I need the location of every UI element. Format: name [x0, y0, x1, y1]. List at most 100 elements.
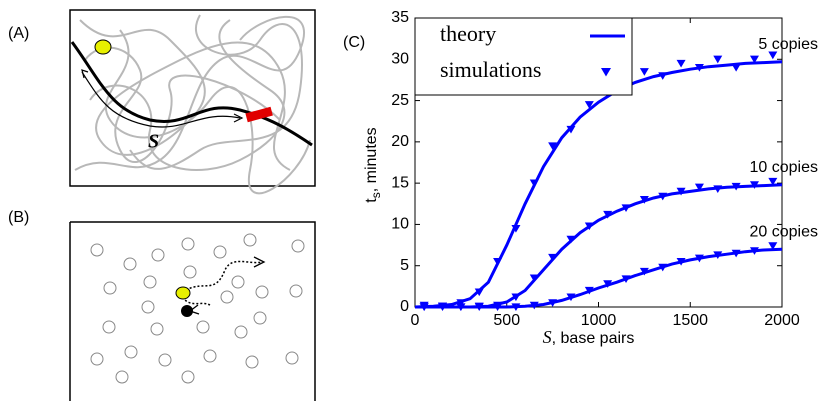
simulation-marker — [548, 253, 558, 262]
simulation-marker — [456, 303, 466, 312]
simulation-marker — [584, 222, 594, 231]
simulation-marker — [694, 183, 704, 192]
simulation-marker — [511, 303, 521, 312]
x-tick-label: 2000 — [764, 312, 800, 329]
simulation-marker — [658, 72, 668, 80]
simulation-marker — [749, 181, 759, 189]
simulation-marker — [639, 267, 649, 276]
arrow-head — [188, 256, 266, 315]
simulation-marker — [676, 257, 686, 266]
x-tick-label: 0 — [411, 312, 420, 329]
simulation-marker — [713, 55, 723, 64]
simulation-marker — [658, 192, 668, 201]
protein — [94, 39, 112, 55]
simulation-marker — [456, 299, 466, 307]
simulation-marker — [493, 257, 503, 266]
simulation-marker — [731, 63, 741, 72]
y-axis-sub: s — [369, 192, 383, 198]
simulation-marker — [658, 263, 668, 272]
simulation-marker — [419, 303, 429, 312]
trajectory — [185, 260, 263, 291]
s-label: S — [148, 131, 159, 153]
series-label: 20 copies — [750, 223, 819, 240]
legend-box — [414, 17, 633, 96]
simulation-marker — [511, 224, 521, 233]
series-label: 10 copies — [750, 159, 819, 176]
x-tick-label: 1000 — [581, 312, 617, 329]
theory-line — [414, 60, 783, 309]
simulation-marker — [731, 182, 741, 191]
panel-label: (A) — [8, 25, 29, 42]
y-tick-label: 0 — [400, 298, 409, 315]
y-tick-label: 20 — [391, 133, 409, 150]
y-tick-label: 25 — [391, 92, 409, 109]
frame — [69, 221, 316, 401]
panel-label: (B) — [8, 209, 29, 226]
simulation-marker — [731, 249, 741, 258]
simulation-marker — [438, 303, 448, 312]
simulation-marker — [529, 301, 539, 310]
legend-marker — [601, 68, 611, 77]
simulation-marker — [749, 55, 759, 64]
simulation-marker — [713, 251, 723, 260]
chart: 0 500 1000 1500 2000 0 5 10 15 20 25 30 35 S, base pa… — [363, 9, 818, 347]
legend-label: theory — [440, 21, 496, 46]
simulation-marker — [566, 125, 576, 134]
y-tick-label: 15 — [391, 174, 409, 191]
simulation-marker — [676, 187, 686, 196]
y-tick-label: 5 — [400, 257, 409, 274]
simulation-marker — [768, 51, 778, 60]
simulation-marker — [493, 303, 503, 312]
y-tick-label: 10 — [391, 216, 409, 233]
simulation-marker — [474, 302, 484, 311]
x-axis-label: S, base pairs — [543, 327, 635, 347]
legend-label: simulations — [440, 57, 541, 82]
simulation-marker — [584, 286, 594, 295]
simulation-marker — [529, 274, 539, 283]
protein — [175, 286, 191, 300]
x-tick-label: 1500 — [672, 312, 708, 329]
y-tick-label: 35 — [391, 9, 409, 26]
diagram-a: S — [69, 9, 316, 195]
simulation-marker — [548, 299, 558, 307]
simulation-marker — [584, 101, 594, 109]
simulation-marker — [529, 179, 539, 188]
simulation-marker — [621, 204, 631, 212]
arrow-head — [81, 69, 244, 123]
simulation-marker — [676, 59, 686, 68]
simulation-marker — [639, 196, 649, 204]
obstacles — [90, 233, 305, 384]
simulation-marker — [768, 177, 778, 186]
simulation-marker — [713, 185, 723, 193]
protein-bound — [181, 305, 193, 317]
dna-path — [70, 41, 313, 147]
simulation-marker — [474, 288, 484, 297]
y-axis-text: , minutes — [363, 127, 380, 192]
x-axis-var: S — [543, 327, 552, 347]
simulation-marker — [749, 247, 759, 255]
y-axis-label: ts, minutes — [363, 127, 383, 202]
simulation-marker — [566, 235, 576, 244]
target-site — [245, 106, 273, 123]
series-label: 5 copies — [758, 36, 818, 53]
slide-arrow — [81, 71, 241, 128]
simulation-marker — [511, 293, 521, 302]
simulation-marker — [621, 275, 631, 283]
y-axis-main: t — [363, 198, 380, 203]
panel-label: (C) — [343, 34, 365, 51]
simulation-marker — [603, 280, 613, 288]
simulation-marker — [694, 63, 704, 72]
simulation-marker — [639, 68, 649, 76]
y-tick-label: 30 — [391, 51, 409, 68]
diagram-b — [69, 221, 316, 401]
theory-line — [415, 247, 783, 309]
polymer-tangle — [74, 14, 311, 195]
simulation-marker — [603, 210, 613, 219]
simulation-marker — [566, 293, 576, 302]
x-axis-text: , base pairs — [552, 330, 635, 347]
x-tick-label: 500 — [493, 312, 520, 329]
simulation-marker — [548, 142, 558, 151]
simulation-marker — [694, 254, 704, 263]
simulation-marker — [768, 242, 778, 250]
